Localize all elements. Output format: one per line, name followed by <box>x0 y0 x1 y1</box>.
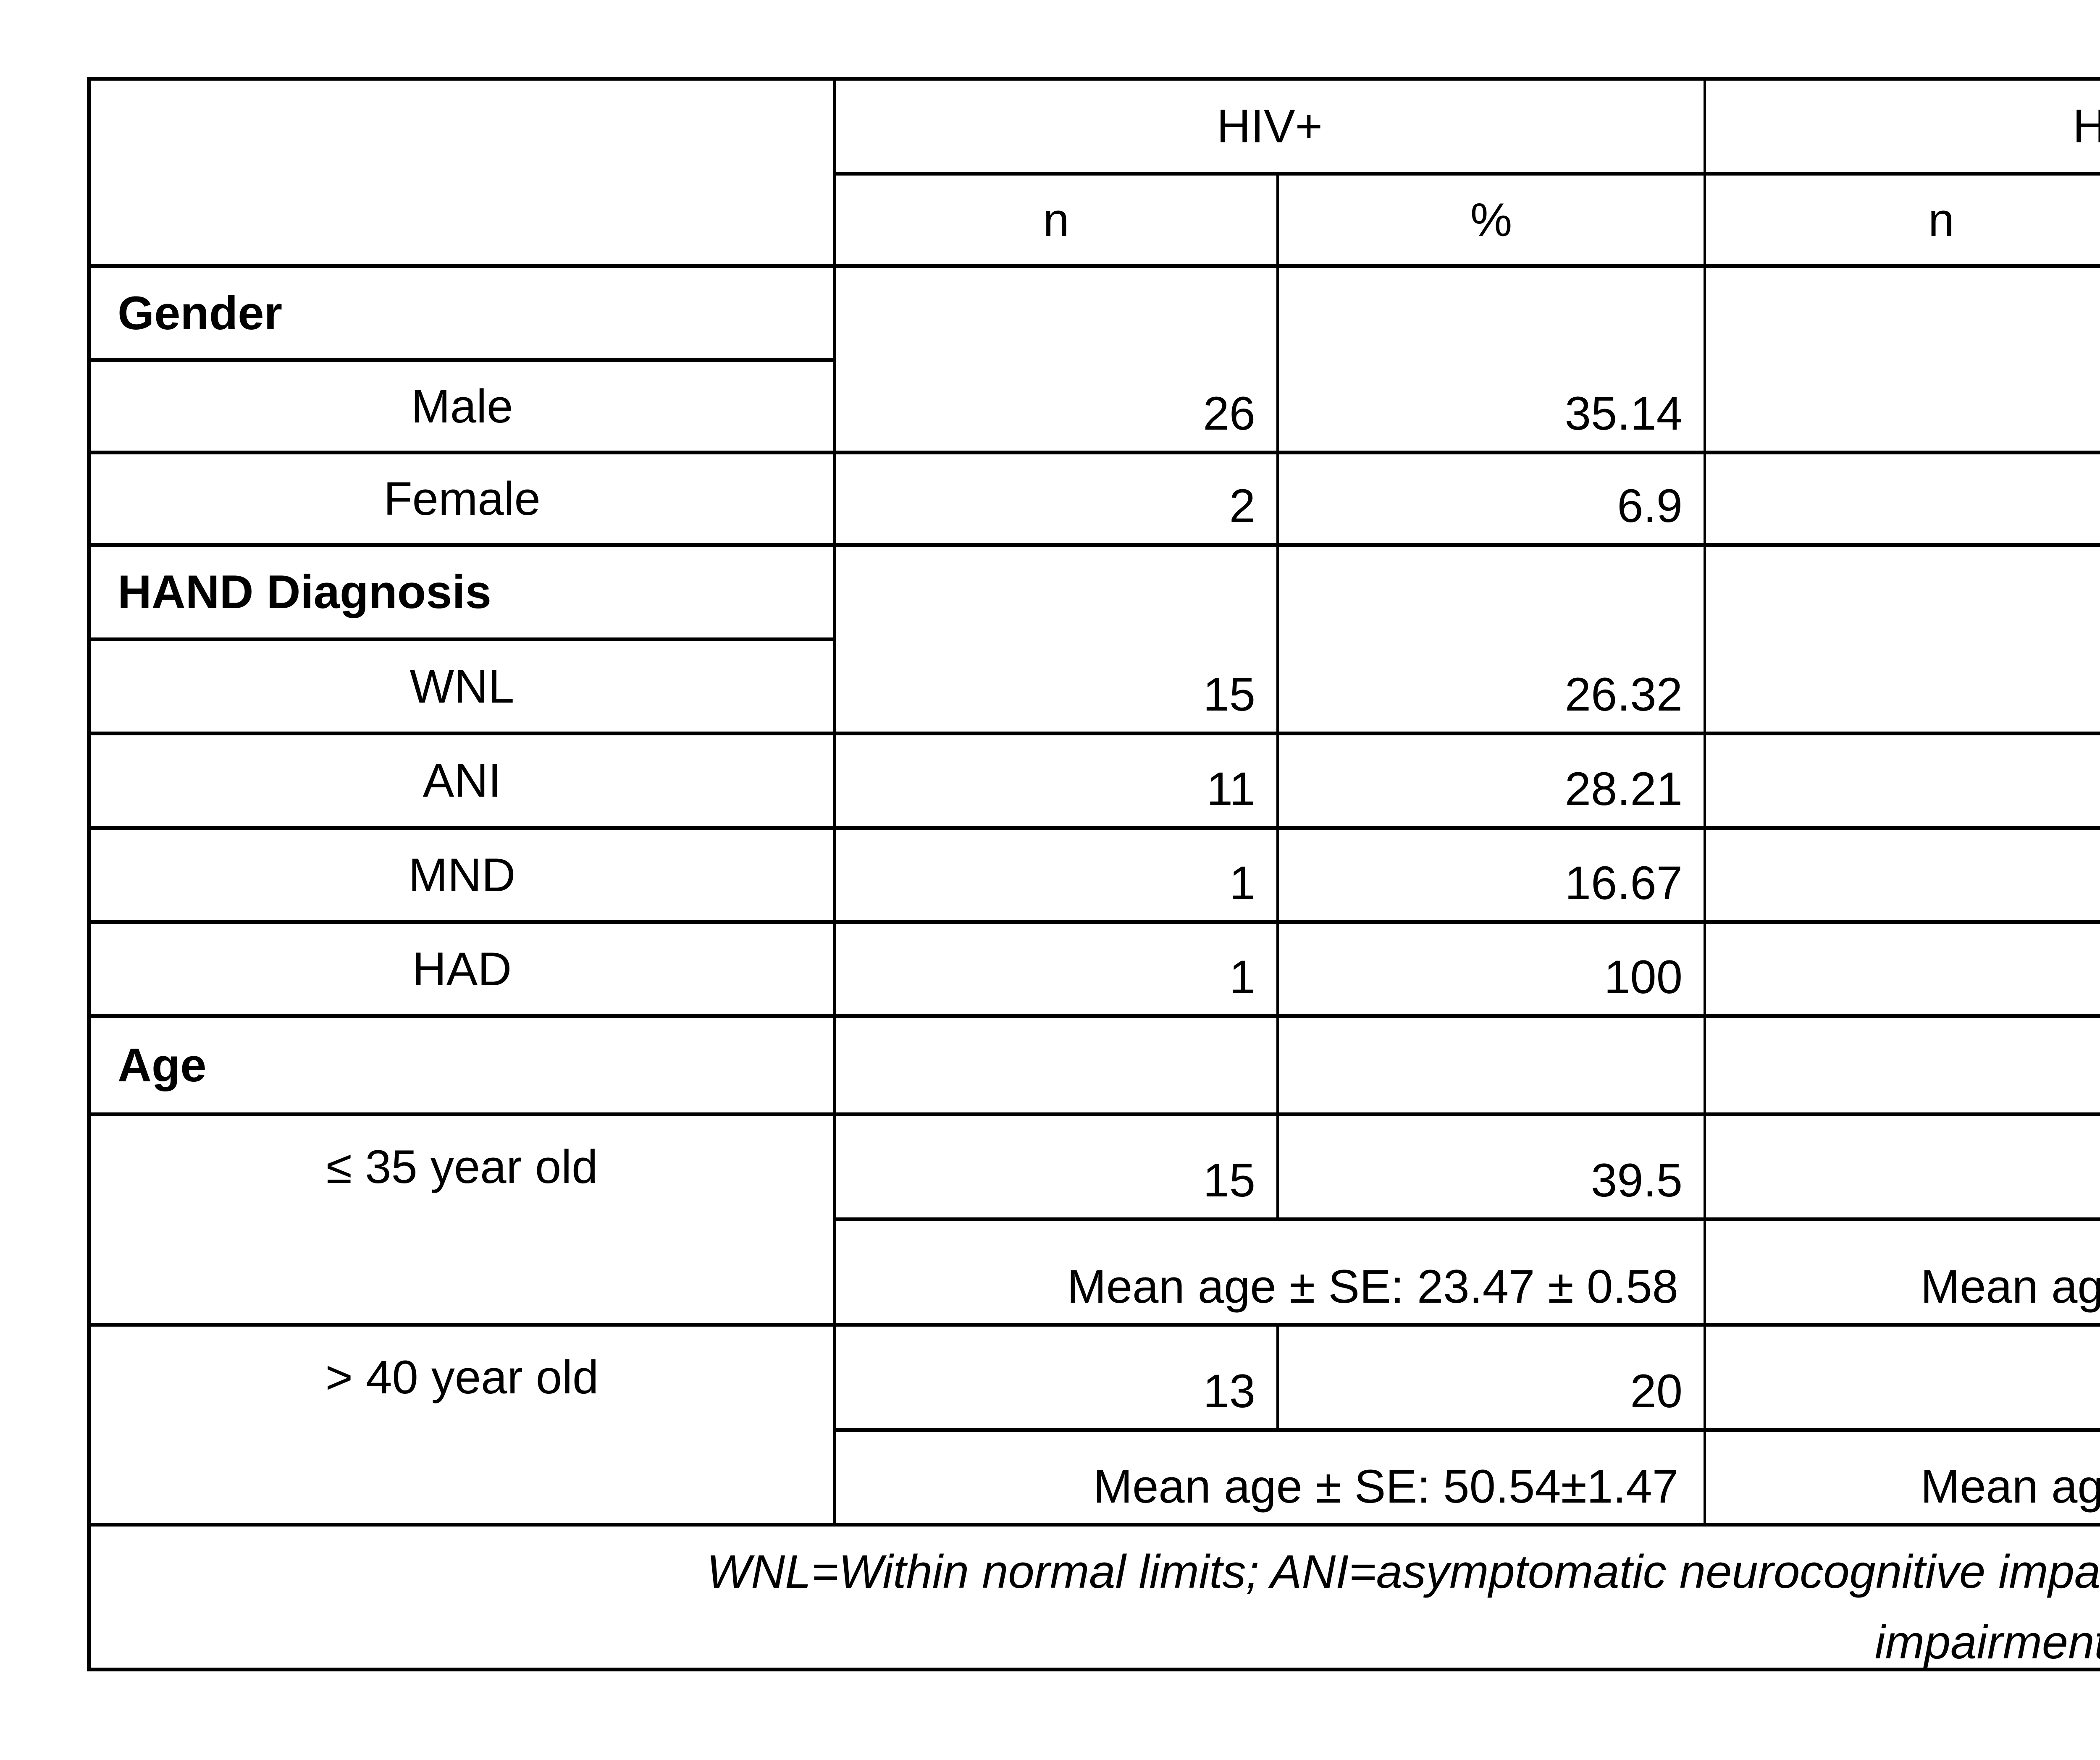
col-header-pct-hiv-positive: % <box>1279 176 1706 268</box>
cell-male-n-hiv-negative: 48 <box>1706 268 2100 454</box>
cell-had-n-hiv-negative: - <box>1706 924 2100 1018</box>
footnote-line-1: WNL=Within normal limits; ANI=asymptomat… <box>706 1545 2100 1598</box>
corner-blank-cell <box>91 81 836 268</box>
cell-mnd-n-hiv-positive: 1 <box>836 830 1279 924</box>
cell-wnl-n-hiv-negative: 42 <box>1706 547 2100 735</box>
cell-male-pct-hiv-positive: 35.14 <box>1279 268 1706 454</box>
cell-gt40-n-hiv-negative: 52 <box>1706 1327 2100 1432</box>
footnote-line-2: impairment; HAD= HIV-associated dementia <box>1874 1616 2100 1668</box>
section-header-age: Age <box>91 1018 836 1116</box>
section-header-gender: Gender <box>91 268 836 362</box>
cell-ani-n-hiv-positive: 11 <box>836 735 1279 830</box>
cell-le35-mean-age-hiv-positive: Mean age ± SE: 23.47 ± 0.58 <box>836 1221 1706 1327</box>
cell-mnd-n-hiv-negative: 5 <box>1706 830 2100 924</box>
cell-ani-pct-hiv-positive: 28.21 <box>1279 735 1706 830</box>
row-label-male: Male <box>91 362 836 454</box>
age-header-blank-cell <box>836 1018 1279 1116</box>
row-label-female: Female <box>91 454 836 547</box>
cell-wnl-pct-hiv-positive: 26.32 <box>1279 547 1706 735</box>
cell-male-n-hiv-positive: 26 <box>836 268 1279 454</box>
table-footnote: WNL=Within normal limits; ANI=asymptomat… <box>91 1527 2100 1668</box>
col-group-header-hiv-positive: HIV+ <box>836 81 1706 176</box>
row-label-wnl: WNL <box>91 641 836 735</box>
col-header-n-hiv-positive: n <box>836 176 1279 268</box>
cell-gt40-mean-age-hiv-negative: Mean age ± SE: 52.13±0.86 <box>1706 1432 2100 1527</box>
cell-le35-n-hiv-positive: 15 <box>836 1116 1279 1221</box>
cell-ani-n-hiv-negative: 28 <box>1706 735 2100 830</box>
demographics-table: HIV+ HIV- total n % n % Gender 26 35.14 … <box>87 77 2100 1671</box>
cell-mnd-pct-hiv-positive: 16.67 <box>1279 830 1706 924</box>
row-label-gt-40: > 40 year old <box>91 1327 836 1527</box>
age-header-blank-cell <box>1706 1018 2100 1116</box>
col-group-header-hiv-negative: HIV- <box>1706 81 2100 176</box>
cell-female-n-hiv-positive: 2 <box>836 454 1279 547</box>
cell-le35-mean-age-hiv-negative: Mean age ± SE: 25.74±1.13 <box>1706 1221 2100 1327</box>
cell-le35-pct-hiv-positive: 39.5 <box>1279 1116 1706 1221</box>
row-label-ani: ANI <box>91 735 836 830</box>
cell-gt40-mean-age-hiv-positive: Mean age ± SE: 50.54±1.47 <box>836 1432 1706 1527</box>
cell-le35-n-hiv-negative: 23 <box>1706 1116 2100 1221</box>
row-label-le-35: ≤ 35 year old <box>91 1116 836 1327</box>
cell-female-pct-hiv-positive: 6.9 <box>1279 454 1706 547</box>
cell-gt40-pct-hiv-positive: 20 <box>1279 1327 1706 1432</box>
cell-wnl-n-hiv-positive: 15 <box>836 547 1279 735</box>
age-header-blank-cell <box>1279 1018 1706 1116</box>
row-label-had: HAD <box>91 924 836 1018</box>
cell-had-pct-hiv-positive: 100 <box>1279 924 1706 1018</box>
col-header-n-hiv-negative: n <box>1706 176 2100 268</box>
cell-female-n-hiv-negative: 27 <box>1706 454 2100 547</box>
row-label-mnd: MND <box>91 830 836 924</box>
cell-gt40-n-hiv-positive: 13 <box>836 1327 1279 1432</box>
cell-had-n-hiv-positive: 1 <box>836 924 1279 1018</box>
section-header-hand-diagnosis: HAND Diagnosis <box>91 547 836 641</box>
